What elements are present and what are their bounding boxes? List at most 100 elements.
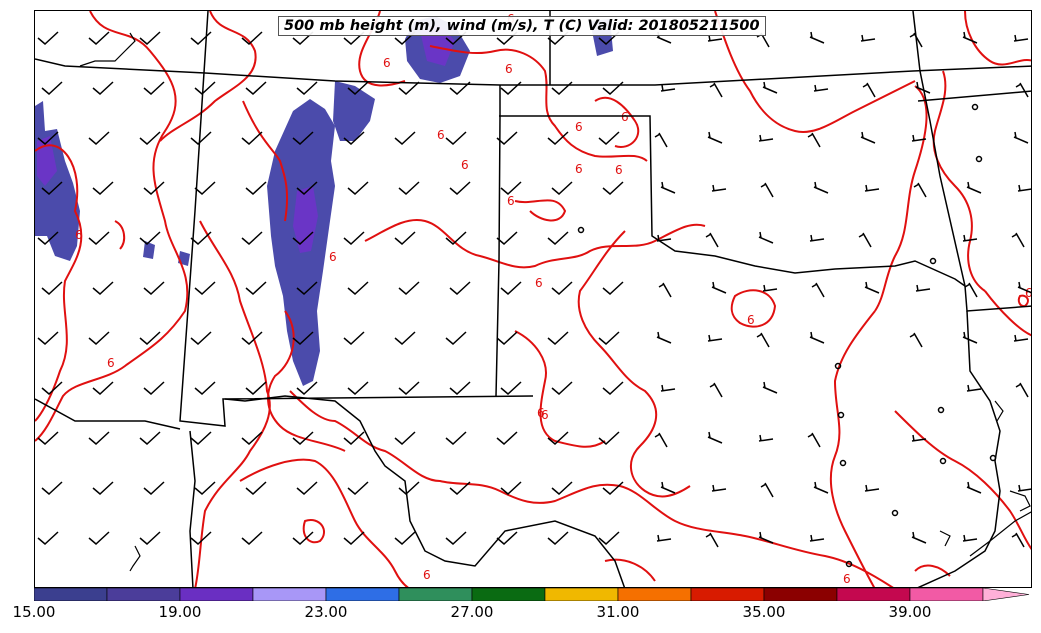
wind-barb	[241, 131, 263, 146]
wind-barb	[602, 481, 624, 496]
colorbar-bin	[909, 588, 984, 601]
contour-label: 6	[437, 128, 445, 142]
wind-barb	[1011, 532, 1025, 548]
wind-barb	[194, 81, 216, 96]
wind-barb	[37, 531, 59, 546]
wind-barb	[909, 32, 923, 48]
colorbar-bin	[544, 588, 619, 601]
wind-barb	[41, 181, 63, 196]
wind-barb	[909, 332, 923, 348]
wind-barb	[551, 281, 573, 296]
wind-barb	[347, 381, 369, 396]
wind-barb	[88, 231, 110, 246]
wind-barb	[92, 381, 114, 396]
wind-barb	[709, 382, 723, 398]
wind-barb	[398, 281, 420, 296]
wind-barb	[88, 131, 110, 146]
wind-barb	[445, 531, 467, 546]
wind-barb	[394, 331, 416, 346]
wind-barb	[398, 481, 420, 496]
wind-barb	[190, 31, 212, 46]
wind-barb	[398, 181, 420, 196]
wind-barb	[760, 182, 774, 198]
wind-barb	[807, 432, 821, 448]
wind-barb	[41, 281, 63, 296]
wind-barb	[449, 81, 471, 96]
wind-barb	[88, 431, 110, 446]
wind-barb	[809, 534, 825, 542]
wind-barb	[762, 81, 778, 94]
wind-barb	[962, 331, 978, 344]
wind-barb	[598, 331, 620, 346]
colorbar-tick-label: 39.00	[888, 603, 932, 621]
wind-barb	[1011, 232, 1025, 248]
wind-barb	[656, 534, 672, 542]
wind-barb	[809, 31, 825, 44]
contour-label: 6	[1025, 286, 1032, 300]
wind-barb	[660, 481, 676, 494]
wind-barb	[598, 431, 620, 446]
wind-barb	[41, 381, 63, 396]
wind-barb	[711, 281, 727, 294]
wind-barb	[92, 181, 114, 196]
contour-label: 6	[575, 162, 583, 176]
wind-barb	[398, 81, 420, 96]
map-panel: 6 6 6 6 6 6 6 6 6 6 6 6 6 6 6 6 6 6 6 6	[34, 10, 1032, 588]
wind-barb	[709, 82, 723, 98]
wind-barb	[707, 131, 723, 144]
wind-barb	[190, 131, 212, 146]
wind-barb	[445, 231, 467, 246]
wind-barb	[245, 81, 267, 96]
wind-barb	[547, 231, 569, 246]
wind-barb	[241, 531, 263, 546]
wind-barb	[445, 131, 467, 146]
wind-barb	[37, 331, 59, 346]
wind-barb	[756, 332, 770, 348]
wind-barb	[343, 131, 365, 146]
wind-barb	[41, 481, 63, 496]
wind-barb	[551, 81, 573, 96]
wind-barb	[864, 484, 880, 492]
wind-barb	[296, 481, 318, 496]
wind-barb	[500, 281, 522, 296]
wind-barb	[139, 531, 161, 546]
colorbar-bin	[763, 588, 838, 601]
wind-barb	[809, 234, 825, 242]
precip-core	[37, 25, 455, 253]
wind-barb	[598, 31, 620, 46]
wind-barb	[445, 31, 467, 46]
colorbar-bin	[34, 588, 108, 601]
colorbar-bins	[34, 588, 1030, 601]
wind-barb	[864, 281, 880, 294]
wind-barb	[551, 181, 573, 196]
wind-barb	[762, 381, 778, 394]
wind-barb	[190, 531, 212, 546]
wind-barb	[962, 31, 978, 44]
wind-barb	[758, 531, 774, 544]
wind-barb	[547, 131, 569, 146]
wind-barb	[394, 131, 416, 146]
wind-barb	[602, 281, 624, 296]
wind-barb	[962, 234, 978, 242]
wind-barb	[1017, 281, 1031, 294]
wind-barb	[139, 31, 161, 46]
wind-barb	[394, 431, 416, 446]
contour-label: 6	[621, 110, 629, 124]
wind-barb	[37, 131, 59, 146]
wind-barb	[241, 431, 263, 446]
colorbar-bin	[179, 588, 254, 601]
contour-label: 6	[75, 228, 83, 242]
wind-barb	[449, 481, 471, 496]
wind-barb	[660, 384, 676, 392]
wind-barb	[139, 131, 161, 146]
colorbar-tick-label: 35.00	[742, 603, 786, 621]
wind-barb	[660, 84, 676, 92]
colorbar-bin	[398, 588, 473, 601]
contour-label: 6	[747, 313, 755, 327]
wind-barb	[245, 181, 267, 196]
wind-barb	[809, 331, 825, 344]
colorbar-tick-label: 15.00	[12, 603, 56, 621]
wind-barb	[758, 134, 774, 142]
wind-barb	[143, 81, 165, 96]
wind-barb	[500, 381, 522, 396]
